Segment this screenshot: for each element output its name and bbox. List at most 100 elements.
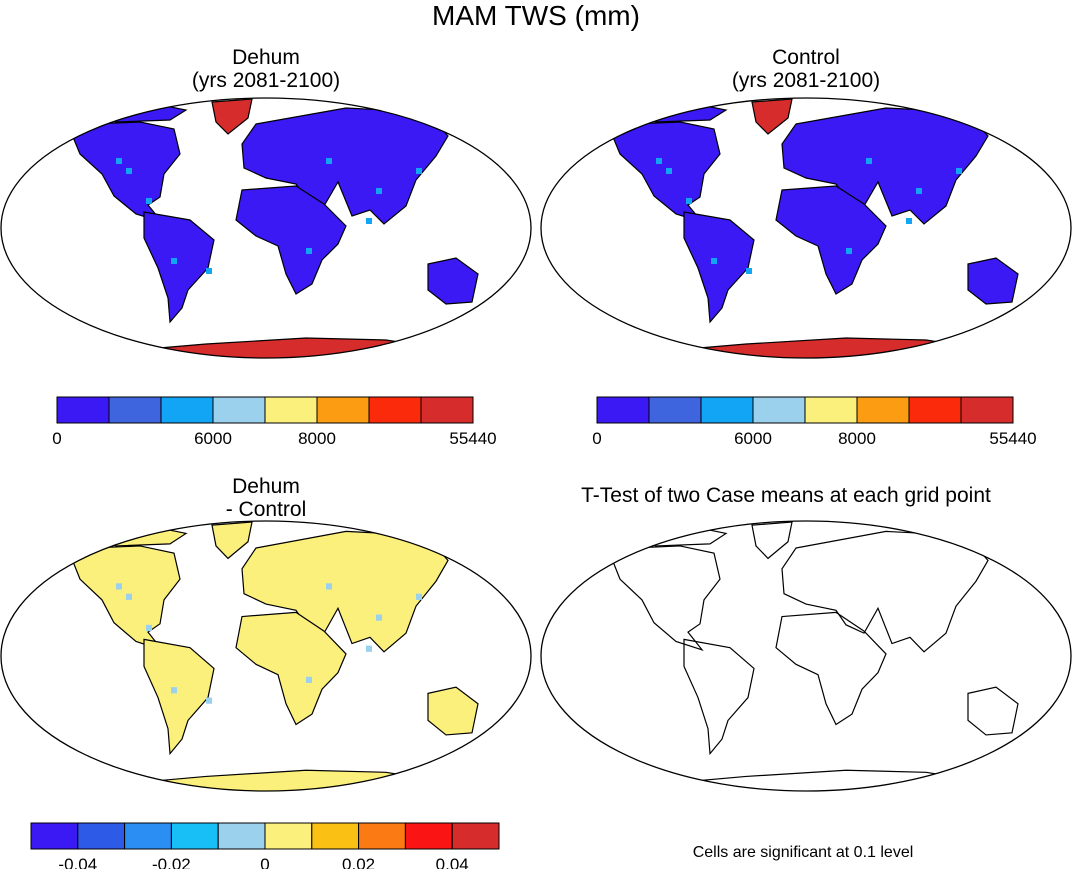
continent-eurasia bbox=[782, 531, 988, 651]
colorbar-box bbox=[77, 822, 126, 850]
panel3-title-line2: - Control bbox=[225, 498, 307, 521]
grid-cell bbox=[306, 248, 312, 254]
grid-cell bbox=[711, 258, 717, 264]
grid-cell bbox=[206, 268, 212, 274]
grid-cell bbox=[126, 593, 132, 600]
colorbar-box bbox=[124, 822, 172, 850]
panel1-title-line1: Dehum bbox=[232, 46, 300, 69]
continent-australia bbox=[428, 687, 478, 735]
grid-cell bbox=[416, 168, 422, 174]
continent-samerica bbox=[144, 639, 214, 753]
grid-cell bbox=[171, 258, 177, 264]
colorbar-box bbox=[264, 822, 313, 850]
colorbar-tick-label: 0 bbox=[260, 855, 269, 869]
colorbar-tick-label: 6000 bbox=[734, 429, 772, 448]
colorbar-box bbox=[212, 396, 266, 424]
grid-cell bbox=[686, 198, 692, 204]
colorbar-box bbox=[56, 396, 110, 424]
panel4-title: T-Test of two Case means at each grid po… bbox=[581, 484, 991, 507]
grid-cell bbox=[656, 158, 662, 164]
grid-cell bbox=[171, 687, 177, 694]
continent-africa bbox=[776, 612, 886, 724]
colorbar-tick-label: 55440 bbox=[989, 429, 1036, 448]
continent-samerica bbox=[684, 639, 754, 753]
colorbar-tick-label: -0.02 bbox=[152, 855, 191, 869]
land-layer bbox=[68, 522, 478, 791]
grid-cell bbox=[206, 697, 212, 704]
colorbar-box bbox=[316, 396, 370, 424]
grid-cell bbox=[906, 218, 912, 224]
continent-africa bbox=[776, 186, 886, 294]
colorbar-box bbox=[358, 822, 406, 850]
continent-samerica bbox=[144, 212, 214, 322]
colorbar-tl: 0 6000 8000 55440 bbox=[52, 396, 497, 448]
panel2-title: Control (yrs 2081-2100) bbox=[646, 46, 966, 92]
grid-cell bbox=[116, 158, 122, 164]
colorbar-tick-label: 55440 bbox=[449, 429, 496, 448]
colorbar-tick-label: 8000 bbox=[838, 429, 876, 448]
continent-samerica bbox=[684, 212, 754, 322]
colorbar-box bbox=[596, 396, 650, 424]
grid-cell bbox=[126, 168, 132, 174]
continent-namerica bbox=[68, 546, 180, 650]
colorbar-box bbox=[404, 822, 453, 850]
grid-cell bbox=[846, 248, 852, 254]
continent-namerica bbox=[68, 122, 180, 222]
colorbar-box bbox=[451, 822, 500, 850]
colorbar-box bbox=[752, 396, 806, 424]
colorbar-box bbox=[420, 396, 474, 424]
map-clipBL bbox=[0, 520, 532, 792]
colorbar-tick-label: 8000 bbox=[298, 429, 336, 448]
panel1-title-line2: (yrs 2081-2100) bbox=[191, 69, 341, 92]
map-clipBR bbox=[540, 520, 1072, 795]
continent-greenland bbox=[752, 522, 792, 558]
grid-cell bbox=[326, 158, 332, 164]
colorbar-box bbox=[170, 822, 219, 850]
grid-cell bbox=[866, 158, 872, 164]
continent-australia bbox=[968, 258, 1018, 304]
grid-cell bbox=[916, 188, 922, 194]
significance-note: Cells are significant at 0.1 level bbox=[693, 844, 914, 861]
colorbar-box bbox=[856, 396, 910, 424]
grid-cell bbox=[146, 198, 152, 204]
panel2-title-line2: (yrs 2081-2100) bbox=[731, 69, 881, 92]
colorbar-box bbox=[217, 822, 266, 850]
map-content bbox=[608, 522, 1018, 795]
colorbar-box bbox=[804, 396, 858, 424]
colorbar-tr: 0 6000 8000 55440 bbox=[592, 396, 1037, 448]
colorbar-box bbox=[264, 396, 318, 424]
colorbar-box bbox=[30, 822, 79, 850]
colorbar-bl: -0.04 -0.02 0 0.02 0.04 bbox=[30, 822, 500, 869]
grid-cell bbox=[146, 624, 152, 632]
grid-cell bbox=[956, 168, 962, 174]
map-border bbox=[540, 520, 1072, 792]
continent-namerica bbox=[608, 546, 720, 650]
map-content bbox=[68, 522, 478, 791]
map-border bbox=[540, 97, 1072, 359]
colorbar-box bbox=[108, 396, 162, 424]
colorbar-box bbox=[960, 396, 1014, 424]
land-layer bbox=[608, 522, 1018, 795]
panel3-title: Dehum - Control bbox=[106, 475, 426, 521]
colorbar-tick-label: -0.04 bbox=[58, 855, 97, 869]
grid-cell bbox=[306, 676, 312, 683]
colorbar-tick-label: 0 bbox=[592, 429, 601, 448]
continent-greenland bbox=[212, 522, 252, 558]
colorbar-tick-label: 0 bbox=[52, 429, 61, 448]
grid-cell bbox=[666, 168, 672, 174]
map-border bbox=[0, 520, 532, 792]
map-border bbox=[0, 97, 532, 359]
panel1-title: Dehum (yrs 2081-2100) bbox=[106, 46, 426, 92]
grid-cell bbox=[366, 218, 372, 224]
continent-namerica bbox=[608, 122, 720, 222]
colorbar-box bbox=[368, 396, 422, 424]
map-content bbox=[608, 99, 1018, 358]
continent-africa bbox=[236, 612, 346, 724]
colorbar-tick-label: 0.04 bbox=[436, 855, 469, 869]
panel2-title-line1: Control bbox=[772, 46, 840, 69]
grid-cell bbox=[746, 268, 752, 274]
grid-cell bbox=[326, 583, 332, 590]
grid-cell bbox=[376, 614, 382, 621]
continent-greenland bbox=[752, 99, 792, 134]
